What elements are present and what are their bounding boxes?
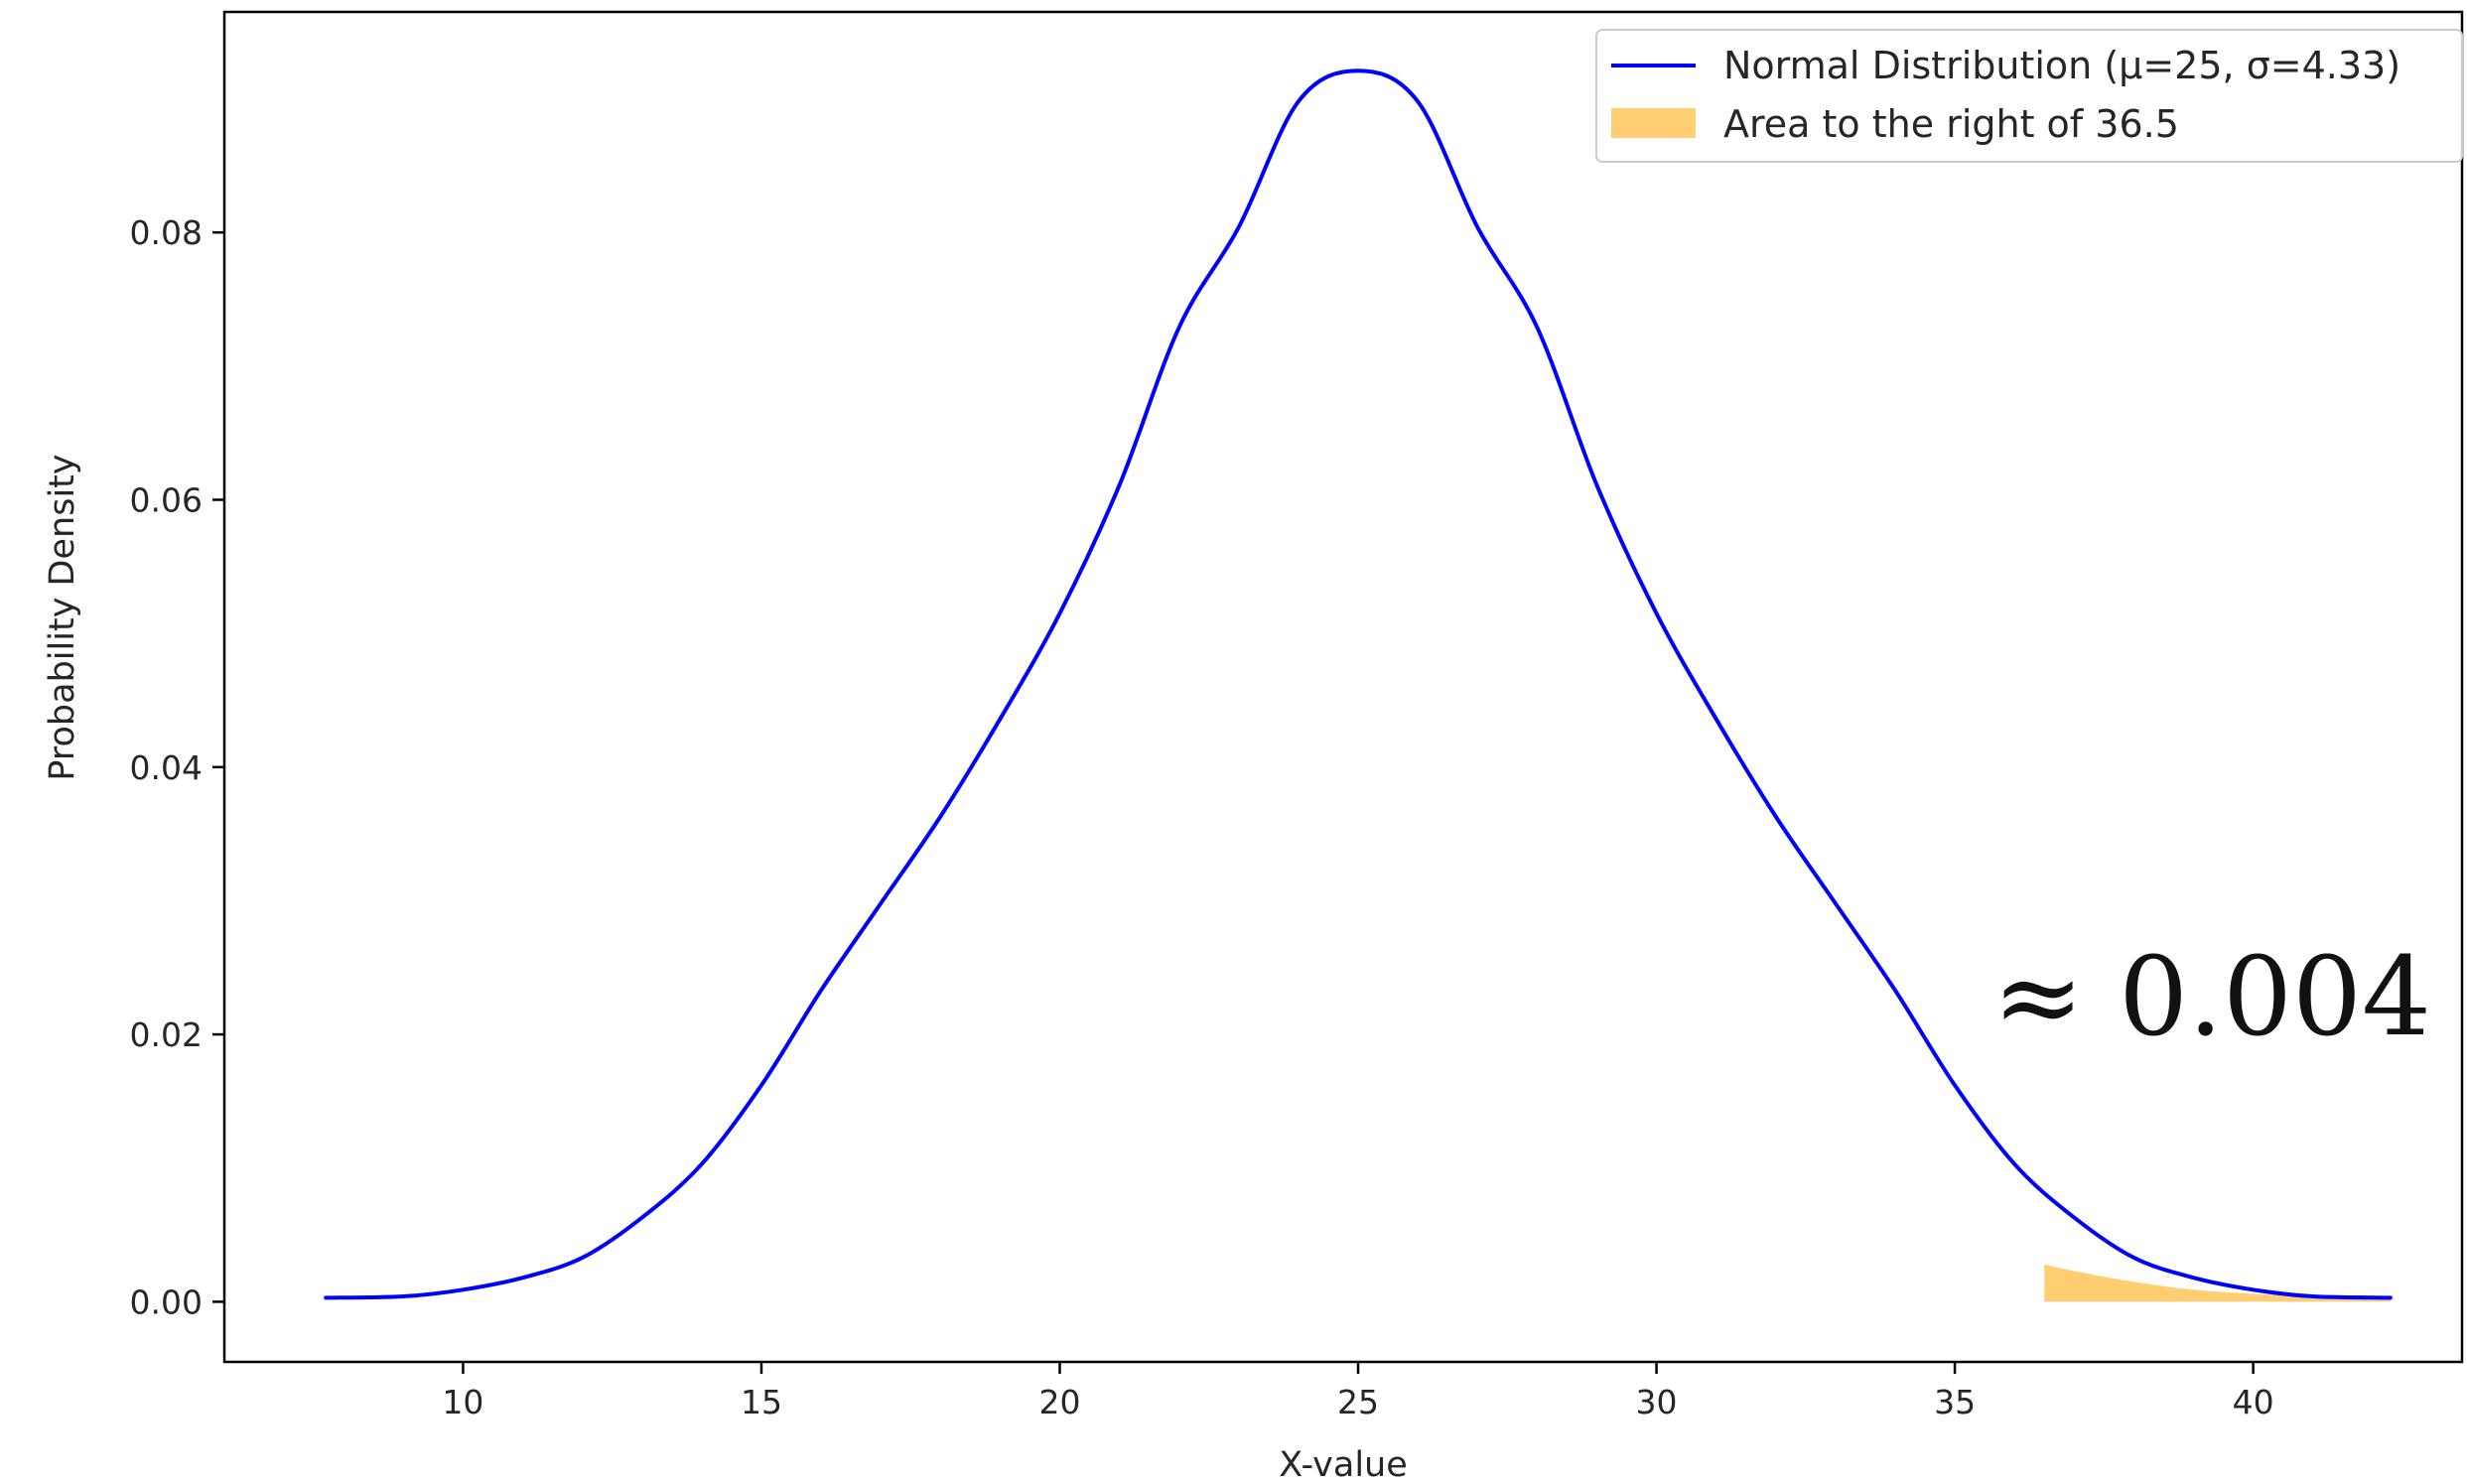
x-axis: 10 15 20 25 30 35 40 (442, 1362, 2274, 1421)
x-tick-label: 30 (1636, 1383, 1678, 1421)
normal-curve-line (324, 68, 2393, 1300)
y-tick-label: 0.08 (130, 213, 203, 252)
y-tick-label: 0.04 (130, 748, 203, 787)
y-tick-label: 0.06 (130, 480, 203, 519)
x-tick-label: 40 (2233, 1383, 2274, 1421)
plot-frame (222, 10, 2464, 1364)
x-tick-label: 35 (1934, 1383, 1976, 1421)
x-tick-label: 10 (442, 1383, 483, 1421)
x-axis-label: X-value (1279, 1445, 1408, 1484)
y-tick-label: 0.02 (130, 1015, 203, 1054)
y-tick-label: 0.00 (130, 1282, 203, 1321)
legend-label-normal-distribution: Normal Distribution (μ=25, σ=4.33) (1723, 44, 2400, 87)
x-tick-label: 20 (1038, 1383, 1080, 1421)
curve-layer (324, 68, 2393, 1300)
y-axis: 0.00 0.02 0.04 0.06 0.08 (130, 213, 224, 1321)
shaded-area-layer (2044, 1264, 2391, 1302)
legend: Normal Distribution (μ=25, σ=4.33) Area … (1595, 29, 2463, 163)
y-axis-label: Probability Density (43, 454, 82, 780)
x-tick-label: 15 (741, 1383, 782, 1421)
x-tick-label: 25 (1337, 1383, 1379, 1421)
shaded-tail-area (2044, 1264, 2391, 1302)
legend-label-area: Area to the right of 36.5 (1723, 102, 2179, 146)
legend-box (1595, 29, 2463, 163)
probability-annotation: ≈ 0.004 (1992, 933, 2431, 1060)
legend-area-swatch (1611, 108, 1696, 138)
